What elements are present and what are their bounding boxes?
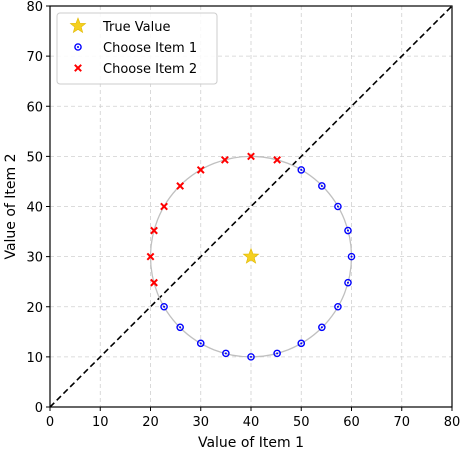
- choose-item-2-point: [160, 202, 168, 211]
- y-tick-label: 20: [26, 301, 43, 316]
- choose-item-2-point: [146, 252, 155, 261]
- y-tick-label: 70: [26, 50, 43, 65]
- legend: True Value Choose Item 1 Choose Item 2: [56, 12, 218, 85]
- choose-item-1-point: [160, 302, 168, 311]
- x-tick-label: 40: [243, 415, 260, 430]
- legend-label: Choose Item 2: [103, 62, 197, 77]
- y-tick-label: 50: [26, 150, 43, 165]
- data-points: [146, 152, 356, 361]
- x-axis-label: Value of Item 1: [198, 435, 304, 451]
- legend-label: Choose Item 1: [103, 41, 197, 56]
- choose-item-1-point: [297, 166, 306, 174]
- x-tick-label: 80: [444, 415, 461, 430]
- x-tick-label: 10: [92, 415, 109, 430]
- choose-item-1-point: [344, 226, 352, 235]
- x-tick-label: 70: [393, 415, 410, 430]
- legend-box: [56, 12, 218, 85]
- x-tick-label: 30: [192, 415, 209, 430]
- choose-item-1-point: [222, 349, 230, 358]
- y-tick-label: 30: [26, 251, 43, 266]
- legend-circle-marker: [74, 43, 82, 51]
- legend-x-marker: [74, 64, 82, 72]
- legend-star-marker: [69, 17, 87, 34]
- choose-item-2-point: [196, 166, 205, 174]
- choose-item-1-point: [347, 252, 356, 261]
- x-tick-label: 0: [46, 415, 54, 430]
- choose-item-2-point: [247, 152, 255, 161]
- axis-ticks: 0 10 20 30 40 50 60 70 80 0 10 20 30 40 50 60 70 80: [26, 0, 460, 430]
- y-tick-label: 0: [35, 401, 43, 416]
- choose-item-1-point: [344, 278, 352, 287]
- choose-item-1-point: [176, 323, 184, 332]
- choose-item-1-point: [247, 353, 255, 361]
- choose-item-2-point: [220, 155, 229, 164]
- choose-item-1-point: [318, 323, 326, 332]
- choose-item-1-point: [318, 182, 326, 190]
- y-tick-label: 40: [26, 201, 43, 216]
- y-tick-label: 60: [26, 100, 43, 115]
- choose-item-2-point: [176, 182, 185, 190]
- choose-item-2-point: [150, 278, 158, 287]
- choose-item-1-point: [273, 349, 281, 358]
- choose-item-1-point: [196, 339, 205, 348]
- x-tick-label: 50: [293, 415, 310, 430]
- true-value-marker: [242, 247, 260, 264]
- choose-item-2-point: [273, 155, 282, 164]
- y-axis-label: Value of Item 2: [3, 153, 19, 259]
- x-tick-label: 60: [343, 415, 360, 430]
- choose-item-2-point: [150, 226, 158, 235]
- y-tick-label: 80: [26, 0, 43, 15]
- choose-item-1-point: [334, 202, 342, 211]
- x-tick-label: 20: [142, 415, 159, 430]
- y-tick-label: 10: [26, 351, 43, 366]
- choose-item-1-point: [334, 302, 342, 311]
- choose-item-1-point: [297, 339, 306, 348]
- legend-label: True Value: [102, 20, 170, 35]
